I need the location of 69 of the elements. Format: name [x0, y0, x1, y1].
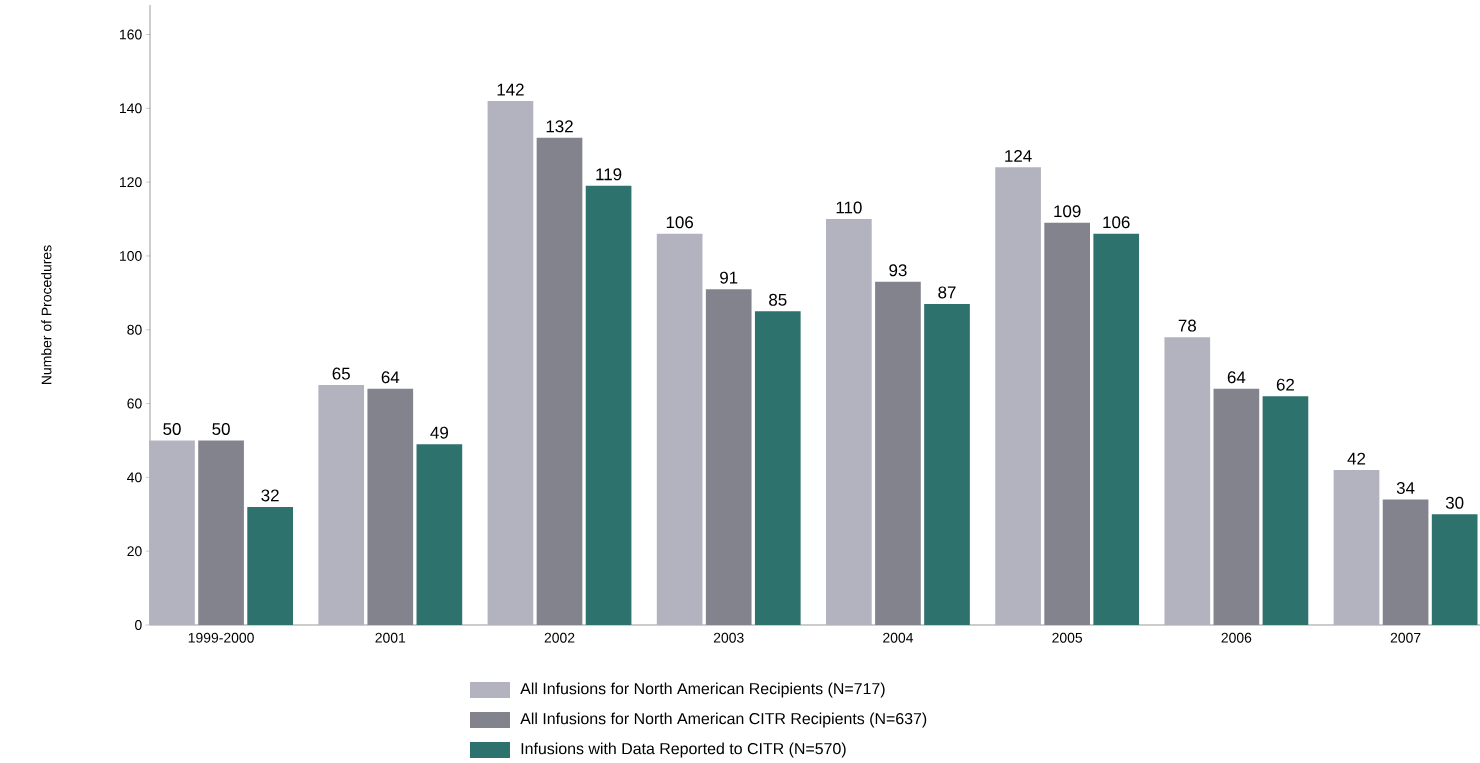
data-label: 106 — [666, 216, 694, 229]
data-label: 78 — [1178, 319, 1196, 332]
bar — [1093, 233, 1140, 625]
y-tick-label: 120 — [120, 177, 142, 188]
data-label: 34 — [1396, 482, 1415, 494]
bar — [995, 167, 1041, 625]
bar — [487, 100, 534, 625]
data-label: 106 — [1103, 216, 1130, 229]
data-label: 109 — [1054, 205, 1081, 218]
bar — [536, 137, 583, 625]
y-tick-label: 40 — [127, 472, 142, 483]
x-tick-label: 1999-2000 — [188, 632, 254, 643]
bar — [1164, 337, 1211, 625]
data-label: 32 — [261, 489, 279, 502]
y-axis-title: Number of Procedures — [41, 245, 52, 385]
x-tick-label: 2004 — [883, 632, 914, 643]
bar — [1044, 222, 1090, 625]
legend-label: Infusions with Data Reported to CITR (N=570) — [521, 742, 846, 758]
data-label: 110 — [836, 201, 862, 214]
x-tick-label: 2007 — [1390, 632, 1421, 643]
y-tick-label: 100 — [120, 250, 142, 261]
bar — [1262, 396, 1309, 625]
bar — [367, 388, 414, 625]
bar — [656, 233, 703, 625]
bar — [198, 440, 244, 625]
data-label: 65 — [332, 367, 350, 380]
bar — [416, 444, 463, 625]
data-label: 49 — [430, 426, 448, 439]
bar — [1382, 499, 1429, 625]
legend-label: All Infusions for North American CITR Recipients (N=637) — [520, 712, 927, 728]
data-label: 50 — [163, 422, 181, 435]
y-tick-label: 20 — [127, 546, 142, 557]
y-tick-label: 80 — [127, 324, 142, 335]
data-label: 124 — [1005, 150, 1032, 162]
data-label: 30 — [1445, 496, 1464, 509]
x-tick-label: 2002 — [544, 632, 575, 643]
data-label: 142 — [497, 83, 524, 96]
y-tick-label: 60 — [127, 398, 142, 409]
bar — [826, 219, 872, 625]
data-label: 93 — [889, 264, 907, 277]
y-tick-label: 140 — [120, 103, 142, 114]
data-label: 42 — [1347, 452, 1366, 465]
bar — [318, 385, 365, 625]
x-tick-label: 2003 — [713, 632, 744, 643]
bar — [705, 289, 752, 625]
data-label: 64 — [381, 371, 400, 384]
y-tick-label: 0 — [135, 620, 142, 630]
bar — [1431, 514, 1478, 625]
legend-label: All Infusions for North American Recipients (N=717) — [520, 682, 885, 698]
data-label: 64 — [1227, 371, 1246, 384]
bar — [1333, 469, 1380, 625]
bar — [585, 185, 632, 625]
bar — [149, 440, 195, 625]
x-tick-label: 2006 — [1221, 632, 1252, 643]
bar — [247, 506, 293, 625]
data-label: 119 — [596, 168, 622, 181]
bar — [1213, 388, 1260, 625]
data-label: 132 — [546, 120, 573, 133]
bar — [924, 303, 970, 625]
data-label: 50 — [212, 422, 230, 435]
data-label: 87 — [938, 286, 956, 299]
y-tick-label: 160 — [120, 29, 142, 40]
bar — [754, 311, 801, 625]
x-tick-label: 2001 — [375, 632, 406, 643]
x-tick-label: 2005 — [1052, 632, 1083, 643]
data-label: 91 — [720, 271, 738, 284]
bar — [875, 281, 921, 625]
data-label: 85 — [769, 293, 787, 306]
data-label: 62 — [1276, 378, 1294, 391]
